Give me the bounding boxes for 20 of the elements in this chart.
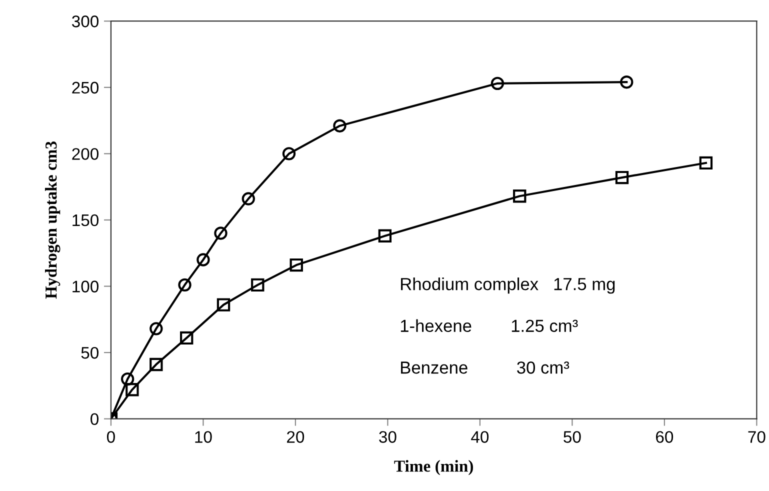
y-tick-label: 200 [72,148,99,160]
y-tick-label: 0 [90,413,99,426]
x-tick-label: 60 [656,431,674,443]
annotation: Benzene 30 cm³ [401,361,570,374]
annotation: Rhodium complex 17.5 mg [401,278,615,294]
y-tick-label: 50 [81,346,99,359]
x-tick-label: 10 [195,431,212,443]
x-tick-label: 70 [748,431,766,443]
x-tick-label: 20 [287,431,304,443]
y-tick-label: 250 [72,82,99,94]
x-tick-label: 0 [106,431,115,443]
y-tick-label: 150 [72,214,99,226]
x-tick-label: 50 [564,431,581,443]
annotation: 1-hexene 1.25 cm³ [400,319,578,332]
x-axis-title: Time (min) [394,460,473,476]
y-tick-label: 100 [72,280,99,292]
y-tick-label: 300 [72,16,99,28]
y-axis-title: Hydrogen uptake cm3 [45,142,60,299]
x-tick-label: 30 [379,431,396,443]
x-tick-label: 40 [471,431,489,443]
